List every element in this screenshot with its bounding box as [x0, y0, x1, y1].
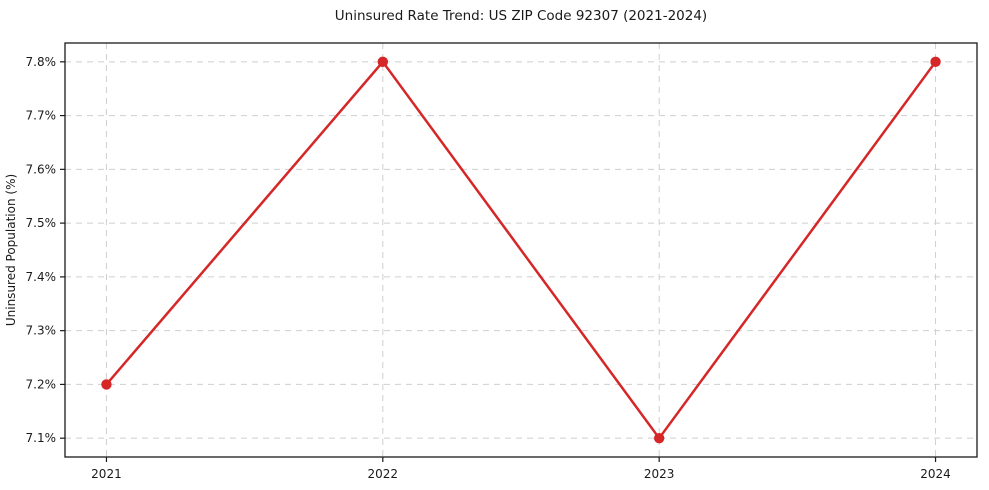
y-tick-label: 7.3% — [26, 324, 57, 338]
x-tick-label: 2022 — [368, 467, 399, 481]
y-tick-label: 7.8% — [26, 55, 57, 69]
x-tick-label: 2024 — [920, 467, 951, 481]
grid-lines — [65, 43, 977, 457]
data-point-marker — [653, 432, 665, 444]
trend-line — [105, 60, 937, 440]
x-tick-label: 2023 — [644, 467, 675, 481]
data-series — [101, 56, 941, 444]
data-point-marker — [101, 379, 112, 390]
y-tick-label: 7.7% — [26, 109, 57, 123]
y-tick-label: 7.6% — [26, 162, 57, 176]
y-tick-label: 7.5% — [26, 216, 57, 230]
chart-title: Uninsured Rate Trend: US ZIP Code 92307 … — [335, 8, 707, 24]
y-tick-label: 7.2% — [26, 377, 57, 391]
x-tick-label: 2021 — [91, 467, 122, 481]
y-axis-label: Uninsured Population (%) — [4, 174, 18, 326]
data-point-marker — [377, 56, 389, 68]
plot-border — [64, 42, 978, 458]
axis-ticks: 7.1% 7.2% 7.3% 7.4% 7.5% 7.6% 7.7% 7.8% 2021 2022… — [26, 55, 951, 481]
y-tick-label: 7.1% — [26, 431, 57, 445]
data-point-marker — [930, 56, 941, 68]
y-tick-label: 7.4% — [26, 270, 57, 284]
